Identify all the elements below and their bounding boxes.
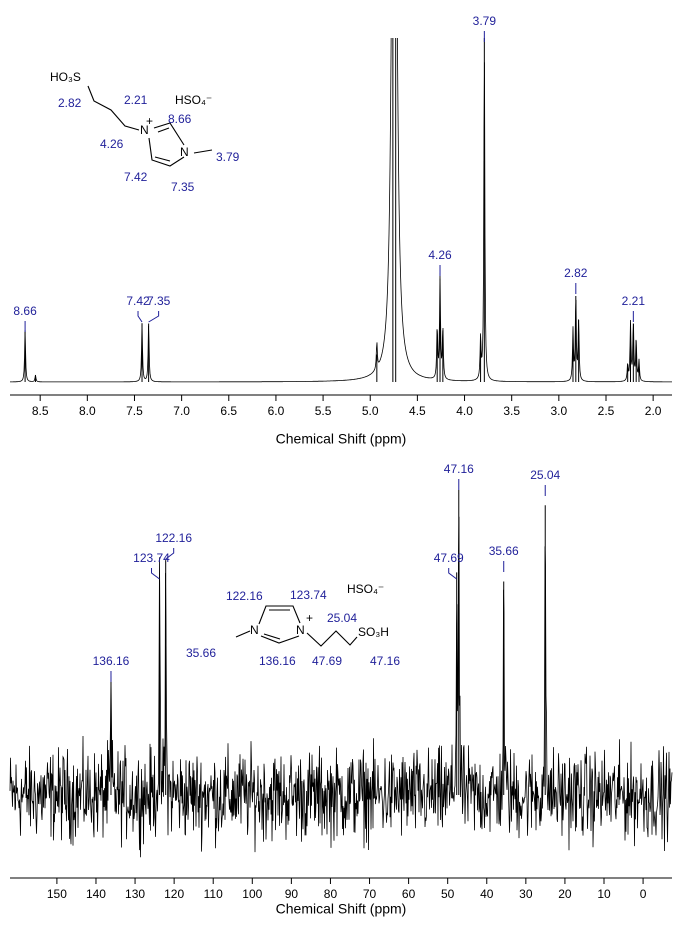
structure-label: 2.82 xyxy=(58,96,82,110)
peak-label: 25.04 xyxy=(530,468,560,482)
bond xyxy=(87,85,140,131)
structure-label: 35.66 xyxy=(186,646,216,660)
x-tick-label: 110 xyxy=(204,887,223,901)
structure-label: 8.66 xyxy=(168,112,192,126)
x-tick-label: 140 xyxy=(86,887,106,901)
peak-label: 2.21 xyxy=(622,294,646,308)
x-tick-label: 50 xyxy=(441,887,455,901)
peak-label-leader xyxy=(148,311,160,323)
structure-label: N xyxy=(250,623,259,637)
x-tick-label: 2.5 xyxy=(598,404,615,418)
structure-label: N xyxy=(180,145,189,159)
structure-label: 123.74 xyxy=(290,588,327,602)
structure-label: 4.26 xyxy=(100,137,124,151)
structure-label: 3.79 xyxy=(216,150,240,164)
structure-label: HSO₄⁻ xyxy=(347,582,384,596)
spectrum-area xyxy=(10,38,672,383)
x-tick-label: 130 xyxy=(125,887,145,901)
structure-label: 122.16 xyxy=(226,589,263,603)
structure-label: N xyxy=(296,623,305,637)
x-tick-label: 3.0 xyxy=(550,404,567,418)
x-tick-label: 80 xyxy=(324,887,338,901)
x-tick-label: 40 xyxy=(480,887,494,901)
x-tick-label: 5.0 xyxy=(362,404,379,418)
x-tick-label: 100 xyxy=(242,887,262,901)
x-tick-label: 6.5 xyxy=(220,404,237,418)
x-tick-label: 10 xyxy=(597,887,611,901)
x-tick-label: 5.5 xyxy=(315,404,332,418)
peak-label: 35.66 xyxy=(489,544,519,558)
x-tick-label: 6.0 xyxy=(268,404,285,418)
spectrum-trace xyxy=(9,516,673,858)
peak-label-leader xyxy=(151,568,160,580)
structure-13C xyxy=(235,605,358,647)
structure-label: + xyxy=(306,611,313,625)
structure-label: 25.04 xyxy=(327,611,357,625)
x-axis-label: Chemical Shift (ppm) xyxy=(276,901,407,917)
structure-label: 136.16 xyxy=(259,654,296,668)
structure-label: 2.21 xyxy=(124,93,148,107)
peak-label: 7.35 xyxy=(147,294,171,308)
peak-label: 3.79 xyxy=(473,14,497,28)
bond xyxy=(148,122,213,167)
x-axis-label: Chemical Shift (ppm) xyxy=(276,431,407,447)
peak-label-leader xyxy=(165,548,175,560)
structure-label: 7.35 xyxy=(171,180,195,194)
structure-label: + xyxy=(146,114,153,128)
structure-1H xyxy=(87,85,213,167)
x-tick-label: 90 xyxy=(285,887,299,901)
peak-label: 4.26 xyxy=(428,248,452,262)
peak-label-leader xyxy=(448,568,458,580)
peak-label: 47.69 xyxy=(434,551,464,565)
peak-label: 122.16 xyxy=(155,531,192,545)
spectrum-trace xyxy=(10,38,672,383)
structure-label: HO₃S xyxy=(50,70,81,84)
x-tick-label: 8.5 xyxy=(32,404,49,418)
peak-label-leader xyxy=(137,311,143,323)
x-tick-label: 120 xyxy=(164,887,184,901)
x-tick-label: 30 xyxy=(519,887,533,901)
structure-label: SO₃H xyxy=(358,625,389,639)
structure-label: 7.42 xyxy=(124,170,148,184)
peak-label: 8.66 xyxy=(13,304,37,318)
peak-label: 7.42 xyxy=(126,294,150,308)
x-tick-label: 8.0 xyxy=(79,404,96,418)
x-tick-label: 4.5 xyxy=(409,404,426,418)
x-tick-label: 0 xyxy=(640,887,647,901)
peak-label: 136.16 xyxy=(93,654,130,668)
x-tick-label: 150 xyxy=(47,887,67,901)
x-tick-label: 3.5 xyxy=(503,404,520,418)
peak-label: 123.74 xyxy=(133,551,170,565)
bond xyxy=(235,605,358,647)
x-tick-label: 20 xyxy=(558,887,572,901)
structure-label: HSO₄⁻ xyxy=(175,93,212,107)
structure-label: 47.69 xyxy=(312,654,342,668)
structure-label: N xyxy=(140,123,149,137)
x-tick-label: 7.0 xyxy=(173,404,190,418)
spectrum-area xyxy=(9,490,673,858)
x-tick-label: 2.0 xyxy=(645,404,662,418)
structure-label: 47.16 xyxy=(370,654,400,668)
x-tick-label: 60 xyxy=(402,887,416,901)
x-tick-label: 70 xyxy=(363,887,377,901)
peak-label: 2.82 xyxy=(564,266,588,280)
peak-label: 47.16 xyxy=(444,462,474,476)
x-tick-label: 4.0 xyxy=(456,404,473,418)
x-tick-label: 7.5 xyxy=(126,404,143,418)
